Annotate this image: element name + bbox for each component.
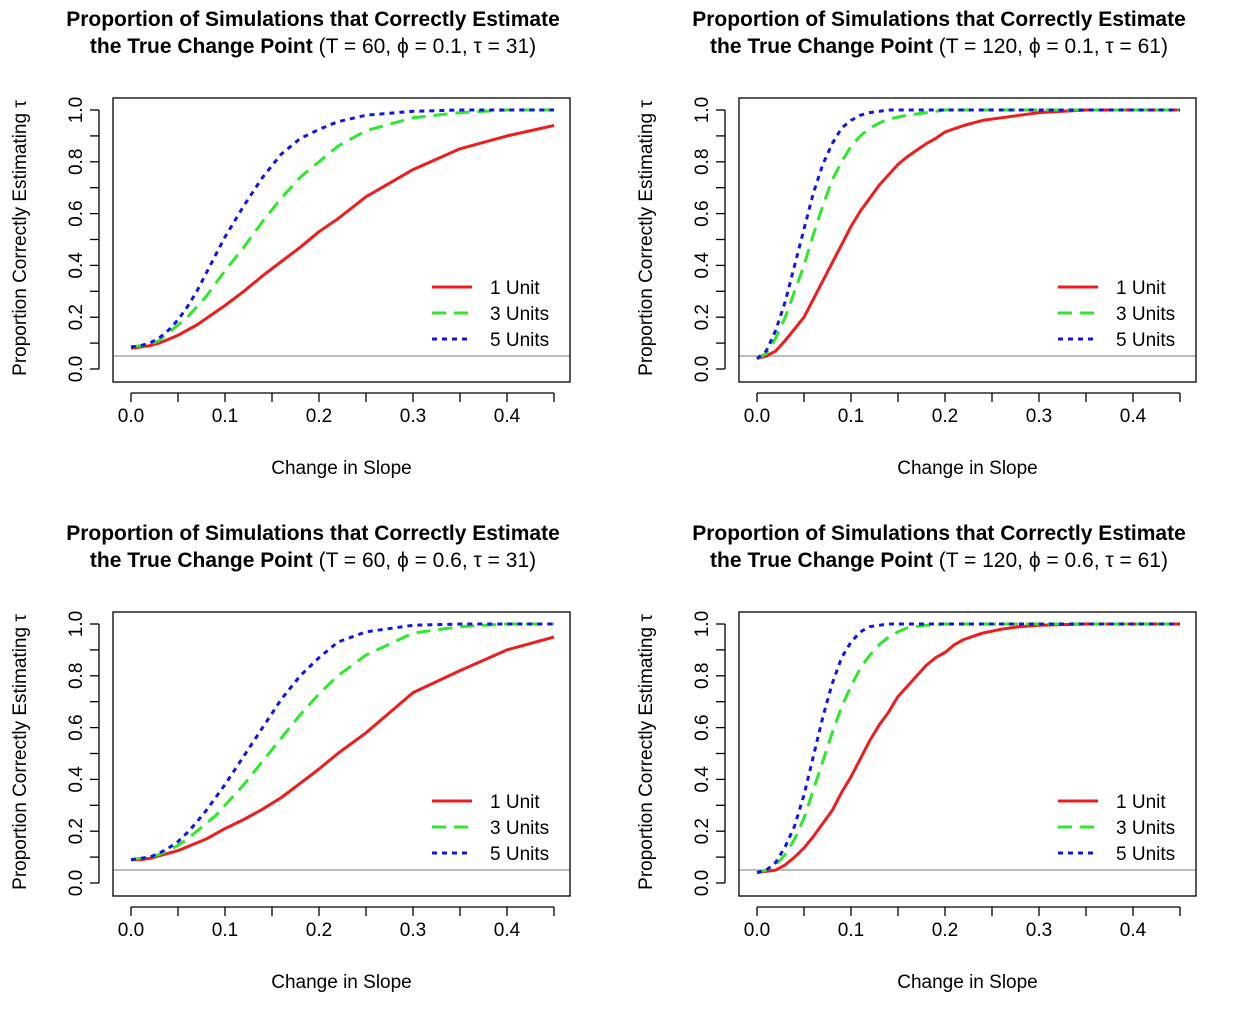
x-tick-label: 0.4 xyxy=(494,920,521,941)
x-tick-label: 0.3 xyxy=(400,920,426,941)
legend-label-2: 3 Units xyxy=(490,818,549,839)
x-tick-label: 0.2 xyxy=(306,920,332,941)
y-axis-label: Proportion Correctly Estimating τ xyxy=(10,100,31,376)
y-tick-label: 0.6 xyxy=(66,200,87,226)
legend-label-1: 1 Unit xyxy=(490,278,540,299)
x-tick-label: 0.1 xyxy=(838,920,864,941)
x-tick-label: 0.2 xyxy=(932,406,958,427)
y-tick-label: 1.0 xyxy=(66,97,87,123)
chart-plot: 0.0 0.1 0.2 0.3 0.4 0.0 0.2 0.4 0.6 0.8 1.0 Change … xyxy=(0,514,626,1011)
chart-plot: 0.0 0.1 0.2 0.3 0.4 0.0 0.2 0.4 0.6 0.8 1.0 Change … xyxy=(626,0,1252,497)
y-tick-label: 0.2 xyxy=(66,818,87,844)
x-tick-label: 0.0 xyxy=(744,406,770,427)
y-tick-label: 0.8 xyxy=(692,149,713,175)
x-tick-label: 0.1 xyxy=(212,920,238,941)
chart-panel-4: Proportion of Simulations that Correctly… xyxy=(626,514,1252,1011)
legend-label-2: 3 Units xyxy=(1116,304,1175,325)
x-tick-label: 0.0 xyxy=(118,920,144,941)
y-tick-label: 0.6 xyxy=(692,200,713,226)
y-tick-label: 0.4 xyxy=(692,766,713,793)
x-axis-label: Change in Slope xyxy=(897,458,1038,479)
x-tick-label: 0.4 xyxy=(1120,406,1147,427)
y-tick-label: 0.2 xyxy=(66,304,87,330)
legend-label-1: 1 Unit xyxy=(490,792,540,813)
x-tick-label: 0.4 xyxy=(1120,920,1147,941)
y-axis-label: Proportion Correctly Estimating τ xyxy=(636,100,657,376)
legend-label-2: 3 Units xyxy=(490,304,549,325)
y-tick-label: 0.0 xyxy=(692,870,713,896)
y-tick-label: 0.4 xyxy=(692,252,713,279)
legend-label-1: 1 Unit xyxy=(1116,278,1166,299)
x-axis-label: Change in Slope xyxy=(271,458,412,479)
y-axis-label: Proportion Correctly Estimating τ xyxy=(10,614,31,890)
y-tick-label: 0.2 xyxy=(692,818,713,844)
legend-label-3: 5 Units xyxy=(1116,844,1175,865)
legend-label-3: 5 Units xyxy=(490,844,549,865)
legend-label-3: 5 Units xyxy=(490,330,549,351)
x-tick-label: 0.1 xyxy=(838,406,864,427)
x-tick-label: 0.2 xyxy=(932,920,958,941)
legend-label-3: 5 Units xyxy=(1116,330,1175,351)
y-tick-label: 1.0 xyxy=(692,97,713,123)
y-tick-label: 0.4 xyxy=(66,252,87,279)
chart-plot: 0.0 0.1 0.2 0.3 0.4 0.0 0.2 0.4 0.6 0.8 1.0 Change … xyxy=(0,0,626,497)
y-tick-label: 0.8 xyxy=(66,663,87,689)
chart-plot: 0.0 0.1 0.2 0.3 0.4 0.0 0.2 0.4 0.6 0.8 1.0 Change … xyxy=(626,514,1252,1011)
x-axis-label: Change in Slope xyxy=(271,972,412,993)
y-tick-label: 0.0 xyxy=(66,356,87,382)
x-tick-label: 0.3 xyxy=(400,406,426,427)
y-tick-label: 0.4 xyxy=(66,766,87,793)
x-tick-label: 0.3 xyxy=(1026,920,1052,941)
x-tick-label: 0.1 xyxy=(212,406,238,427)
y-axis-label: Proportion Correctly Estimating τ xyxy=(636,614,657,890)
y-tick-label: 0.6 xyxy=(66,714,87,740)
x-axis-label: Change in Slope xyxy=(897,972,1038,993)
legend-label-1: 1 Unit xyxy=(1116,792,1166,813)
x-tick-label: 0.4 xyxy=(494,406,521,427)
x-tick-label: 0.3 xyxy=(1026,406,1052,427)
y-tick-label: 0.6 xyxy=(692,714,713,740)
chart-panel-1: Proportion of Simulations that Correctly… xyxy=(0,0,626,497)
y-tick-label: 0.0 xyxy=(66,870,87,896)
y-tick-label: 0.0 xyxy=(692,356,713,382)
y-tick-label: 0.8 xyxy=(66,149,87,175)
x-tick-label: 0.0 xyxy=(118,406,144,427)
x-tick-label: 0.0 xyxy=(744,920,770,941)
chart-panel-2: Proportion of Simulations that Correctly… xyxy=(626,0,1252,497)
y-tick-label: 1.0 xyxy=(692,611,713,637)
y-tick-label: 0.2 xyxy=(692,304,713,330)
legend-label-2: 3 Units xyxy=(1116,818,1175,839)
chart-panel-3: Proportion of Simulations that Correctly… xyxy=(0,514,626,1011)
y-tick-label: 1.0 xyxy=(66,611,87,637)
y-tick-label: 0.8 xyxy=(692,663,713,689)
x-tick-label: 0.2 xyxy=(306,406,332,427)
